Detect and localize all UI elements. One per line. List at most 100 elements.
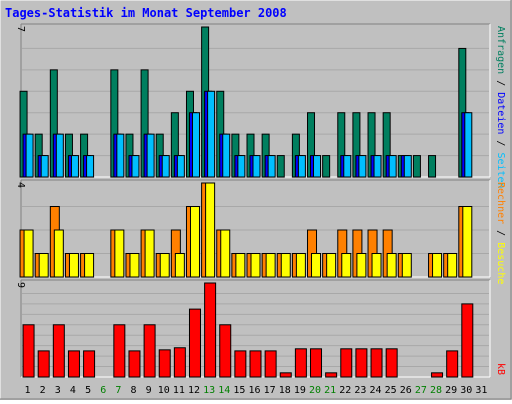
bar-besuche-day-29 (447, 253, 458, 278)
x-tick-label-day-3: 3 (55, 385, 61, 396)
legend-label-part: Anfragen (495, 26, 506, 74)
bar-anfragen-day-28 (428, 155, 437, 178)
bar-seiten-day-15 (237, 155, 246, 178)
x-tick-label-day-29: 29 (445, 385, 457, 396)
bar-seiten-day-5 (86, 155, 95, 178)
x-tick-label-day-16: 16 (248, 385, 260, 396)
x-tick-label-day-1: 1 (25, 385, 31, 396)
bar-besuche-day-3 (53, 229, 64, 278)
panel-right-label: Anfragen / Dateien / Seiten (495, 26, 506, 189)
x-tick-label-day-9: 9 (146, 385, 152, 396)
x-tick-label-day-12: 12 (188, 385, 200, 396)
x-tick-label-day-31: 31 (475, 385, 487, 396)
panel-requests-pages-files: 7 Anfragen / Dateien / Seiten (15, 23, 506, 189)
bar-anfragen-day-27 (412, 155, 421, 178)
bar-besuche-day-14 (220, 229, 231, 278)
bar-besuche-day-5 (84, 253, 95, 278)
x-tick-label-day-4: 4 (70, 385, 76, 396)
bar-besuche-day-9 (144, 229, 155, 278)
bar-seiten-day-23 (358, 155, 367, 178)
x-tick-label-day-5: 5 (85, 385, 91, 396)
bar-kb-day-20 (310, 348, 323, 378)
bar-kb-day-5 (83, 350, 96, 378)
bar-kb-day-30 (461, 303, 474, 378)
bar-besuche-day-25 (386, 253, 397, 278)
x-tick-label-day-19: 19 (294, 385, 306, 396)
bar-besuche-day-23 (356, 253, 367, 278)
y-max-label: 9 (15, 282, 26, 288)
legend-label-part: kB (495, 363, 506, 375)
x-tick-label-day-8: 8 (130, 385, 136, 396)
x-tick-label-day-17: 17 (264, 385, 276, 396)
bar-kb-day-19 (294, 348, 307, 378)
bar-anfragen-day-18 (276, 155, 285, 178)
panel-visits-sites: 4 Rechner / Besuche (15, 179, 506, 284)
bar-kb-day-21 (325, 372, 338, 378)
panel-plot-area (21, 24, 490, 177)
bar-besuche-day-15 (235, 253, 246, 278)
bar-kb-day-16 (249, 350, 262, 378)
bar-kb-day-11 (173, 347, 186, 378)
x-tick-label-day-22: 22 (339, 385, 351, 396)
bar-kb-day-22 (340, 348, 353, 378)
bar-seiten-day-30 (464, 112, 473, 178)
bar-seiten-day-14 (222, 133, 231, 178)
bar-kb-day-12 (188, 308, 201, 378)
bar-seiten-day-4 (70, 155, 79, 178)
bar-seiten-day-17 (267, 155, 276, 178)
bar-seiten-day-8 (131, 155, 140, 178)
bar-seiten-day-10 (161, 155, 170, 178)
bar-besuche-day-19 (295, 253, 306, 278)
x-tick-label-day-14: 14 (218, 385, 230, 396)
bar-seiten-day-3 (55, 133, 64, 178)
bar-kb-day-10 (158, 349, 171, 378)
x-tick-label-day-21: 21 (324, 385, 336, 396)
bar-kb-day-8 (128, 350, 141, 378)
x-tick-label-day-28: 28 (430, 385, 442, 396)
bar-kb-day-2 (37, 350, 50, 378)
y-max-label: 4 (15, 182, 26, 188)
bar-seiten-day-7 (116, 133, 125, 178)
bar-kb-day-14 (219, 324, 232, 378)
bar-besuche-day-8 (129, 253, 140, 278)
bar-besuche-day-20 (311, 253, 322, 278)
x-axis: 1 2 3 4 5 6 7 8 9 10 11 12 13 14 15 16 17 18 19 20 21 22 23 24 2… (25, 385, 488, 396)
bar-besuche-day-11 (174, 253, 185, 278)
x-tick-label-day-27: 27 (415, 385, 427, 396)
bar-seiten-day-9 (146, 133, 155, 178)
legend-label-part: Dateien (495, 92, 506, 134)
bar-besuche-day-7 (114, 229, 125, 278)
bar-besuche-day-2 (38, 253, 49, 278)
bar-besuche-day-24 (371, 253, 382, 278)
bar-besuche-day-12 (189, 206, 200, 278)
bar-besuche-day-30 (462, 206, 473, 278)
panel-right-label: kB (495, 363, 506, 375)
bar-besuche-day-21 (326, 253, 337, 278)
bar-kb-day-25 (385, 348, 398, 378)
bar-kb-day-7 (113, 324, 126, 378)
bar-seiten-day-20 (313, 155, 322, 178)
bar-besuche-day-4 (68, 253, 79, 278)
x-tick-label-day-10: 10 (158, 385, 170, 396)
bar-besuche-day-17 (265, 253, 276, 278)
x-tick-label-day-13: 13 (203, 385, 215, 396)
bar-seiten-day-12 (191, 112, 200, 178)
x-tick-label-day-23: 23 (354, 385, 366, 396)
bar-kb-day-17 (264, 350, 277, 378)
x-tick-label-day-6: 6 (100, 385, 106, 396)
bar-seiten-day-24 (373, 155, 382, 178)
bar-seiten-day-1 (25, 133, 34, 178)
bar-besuche-day-16 (250, 253, 261, 278)
legend-label-part: Rechner (495, 182, 506, 224)
x-tick-label-day-25: 25 (385, 385, 397, 396)
bar-besuche-day-10 (159, 253, 170, 278)
bar-kb-day-28 (431, 372, 444, 378)
x-tick-label-day-15: 15 (233, 385, 245, 396)
legend-label-part: / (495, 134, 506, 152)
chart-panels: 7 Anfragen / Dateien / Seiten 4 Rechner / B… (15, 23, 506, 378)
bar-kb-day-13 (204, 282, 217, 378)
panel-right-label: Rechner / Besuche (495, 182, 506, 284)
bar-besuche-day-1 (23, 229, 34, 278)
